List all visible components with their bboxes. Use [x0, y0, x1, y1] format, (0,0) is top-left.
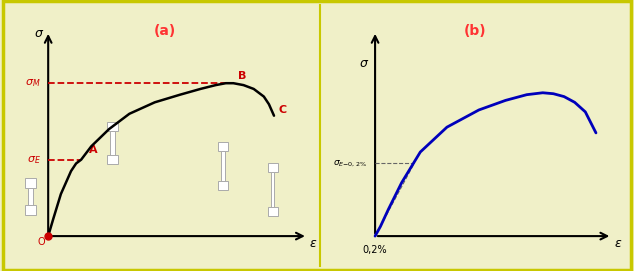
Bar	[221, 151, 225, 181]
Bar	[268, 163, 278, 172]
Text: $\sigma_M$: $\sigma_M$	[25, 77, 41, 89]
Bar	[110, 131, 115, 154]
Bar	[28, 188, 34, 205]
Text: $\sigma$: $\sigma$	[34, 27, 44, 40]
Text: $\sigma_E$: $\sigma_E$	[27, 154, 41, 166]
Bar	[107, 154, 118, 164]
Text: C: C	[278, 105, 287, 115]
Text: O: O	[37, 237, 45, 247]
Text: 0,2%: 0,2%	[363, 246, 387, 256]
Text: $\varepsilon$: $\varepsilon$	[309, 237, 318, 250]
Bar	[25, 205, 36, 215]
Bar	[107, 122, 118, 131]
Bar	[25, 178, 36, 188]
Bar	[218, 142, 228, 151]
Text: $\sigma_{E\mathregular{-0,2\%}}$: $\sigma_{E\mathregular{-0,2\%}}$	[333, 158, 366, 169]
Text: $\varepsilon$: $\varepsilon$	[614, 237, 622, 250]
Bar	[218, 181, 228, 190]
Bar	[268, 207, 278, 216]
Text: (a): (a)	[153, 24, 176, 38]
Text: $\sigma$: $\sigma$	[359, 57, 369, 70]
Text: A: A	[89, 145, 97, 155]
Text: (b): (b)	[464, 24, 487, 38]
Bar	[271, 172, 274, 207]
Text: B: B	[238, 70, 246, 80]
